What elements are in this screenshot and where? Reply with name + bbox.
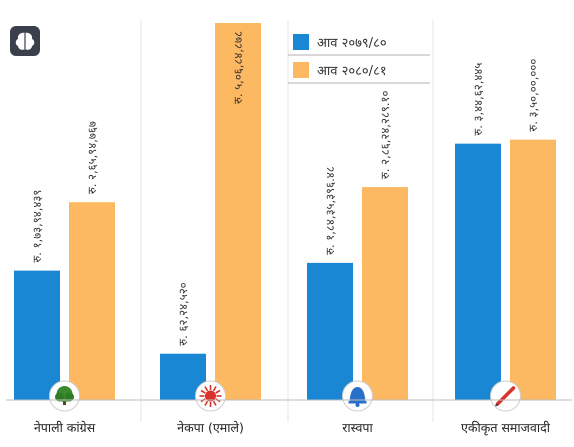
category-label-3: एकीकृत समाजवादी: [461, 420, 551, 436]
bell-icon: [342, 380, 373, 412]
bar-3-1: [510, 139, 556, 400]
bar-2-0: [307, 262, 353, 400]
value-label-1-1: रु. ५,०६,८४,८७८: [231, 31, 245, 104]
bar-2-1: [362, 187, 408, 400]
value-label-1-0: रु. ६२,२४,५२०: [176, 282, 190, 345]
category-label-1: नेकपा (एमाले): [177, 420, 244, 435]
sun-icon: [195, 380, 226, 412]
value-label-3-1: रु. ३,५०,००,०००: [526, 59, 540, 132]
bar-0-0: [14, 270, 60, 400]
value-label-3-0: रु. ३,४४,६२,४४५: [471, 63, 485, 136]
value-label-0-1: रु. २,६५,९४,७६७: [85, 121, 99, 194]
legend: आव २०७९/८० आव २०८०/८१: [288, 34, 430, 84]
bar-1-1: [215, 23, 261, 400]
tree-icon: [49, 380, 80, 412]
bar-3-0: [455, 143, 501, 400]
value-label-0-0: रु. १,७३,९४,४३९: [30, 190, 44, 263]
value-label-2-1: रु. २,८६,२४,२८९.१०: [378, 90, 392, 179]
legend-label-1: आव २०८०/८१: [317, 64, 387, 79]
value-label-2-0: रु. १,८४,३५,३९६.४८: [323, 166, 337, 255]
category-label-2: रास्वपा: [342, 420, 373, 435]
legend-label-0: आव २०७९/८०: [317, 36, 387, 51]
legend-swatch-0: [293, 34, 309, 50]
pen-icon: [490, 380, 521, 412]
brain-icon: [10, 26, 40, 56]
category-label-0: नेपाली कांग्रेस: [34, 420, 96, 435]
legend-swatch-1: [293, 62, 309, 78]
bar-0-1: [69, 202, 115, 400]
